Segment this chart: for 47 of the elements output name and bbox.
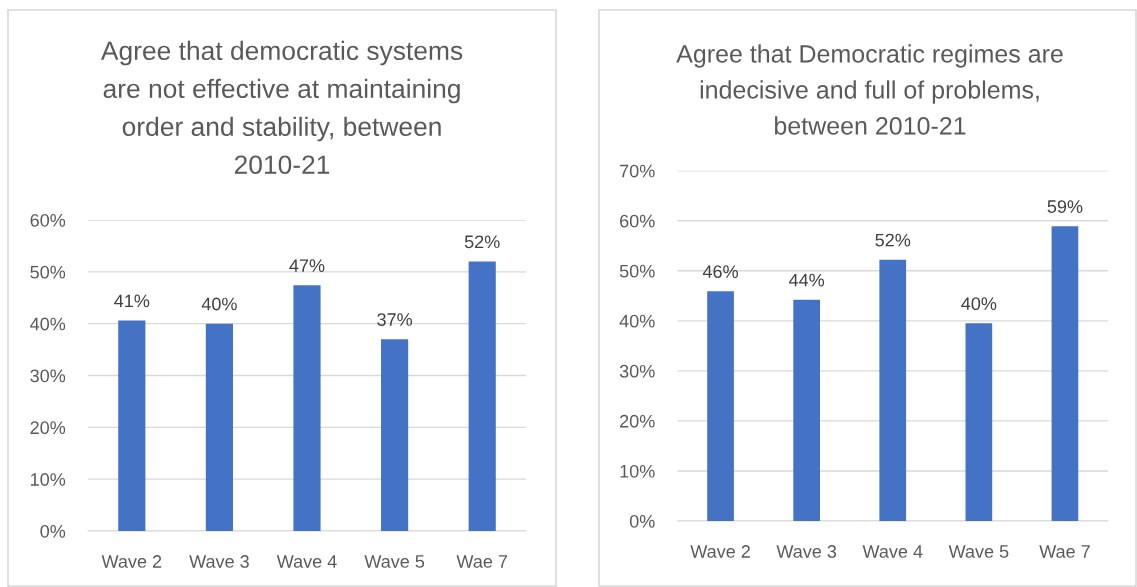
y-tick-label: 70% bbox=[620, 164, 655, 178]
y-tick-label: 40% bbox=[30, 317, 66, 331]
data-label: 40% bbox=[201, 297, 237, 311]
x-tick-label: Wae 7 bbox=[1039, 545, 1090, 558]
bar bbox=[707, 291, 734, 521]
data-label: 41% bbox=[114, 294, 150, 308]
data-label: 59% bbox=[1047, 200, 1083, 213]
x-tick-label: Wave 3 bbox=[189, 555, 249, 568]
y-tick-label: 0% bbox=[40, 524, 66, 538]
x-tick-label: Wave 4 bbox=[276, 555, 337, 568]
data-label: 47% bbox=[289, 259, 325, 272]
y-tick-label: 10% bbox=[31, 473, 66, 486]
y-tick-label: 50% bbox=[619, 264, 655, 278]
data-label: 44% bbox=[789, 273, 825, 287]
data-label: 40% bbox=[961, 297, 997, 311]
bar bbox=[468, 261, 496, 531]
chart-title: Agree that Democratic regimes are indecisive and full of problems, between 2010-21 bbox=[676, 44, 1063, 135]
bar bbox=[1051, 226, 1079, 521]
y-tick-label: 20% bbox=[30, 421, 66, 435]
x-tick-label: Wave 3 bbox=[776, 545, 837, 558]
data-label: 52% bbox=[464, 235, 500, 249]
y-tick-label: 60% bbox=[30, 213, 66, 227]
y-tick-label: 0% bbox=[629, 514, 655, 528]
bar bbox=[965, 323, 993, 521]
bar bbox=[879, 259, 907, 521]
bar bbox=[293, 285, 321, 531]
data-label: 52% bbox=[875, 233, 911, 247]
x-tick-label: Wave 2 bbox=[101, 555, 162, 568]
y-tick-label: 30% bbox=[619, 364, 655, 378]
y-tick-label: 20% bbox=[620, 414, 655, 428]
y-tick-label: 60% bbox=[620, 214, 655, 228]
bar bbox=[205, 323, 233, 531]
x-tick-label: Wave 5 bbox=[364, 555, 425, 568]
data-label: 37% bbox=[377, 313, 413, 326]
bar bbox=[118, 320, 146, 531]
x-tick-label: Wave 5 bbox=[948, 545, 1009, 558]
x-tick-label: Wae 7 bbox=[456, 555, 508, 568]
y-tick-label: 10% bbox=[620, 464, 655, 478]
bar bbox=[381, 339, 409, 531]
y-tick-label: 40% bbox=[619, 314, 655, 328]
y-tick-label: 30% bbox=[30, 369, 66, 383]
x-tick-label: Wave 2 bbox=[690, 545, 750, 558]
chart-title: Agree that democratic systems are not effective at maintaining order and stability, between 2010-21 bbox=[100, 40, 463, 175]
x-tick-label: Wave 4 bbox=[862, 545, 923, 558]
data-label: 46% bbox=[702, 265, 738, 279]
bar bbox=[793, 299, 820, 521]
y-tick-label: 50% bbox=[30, 265, 66, 279]
